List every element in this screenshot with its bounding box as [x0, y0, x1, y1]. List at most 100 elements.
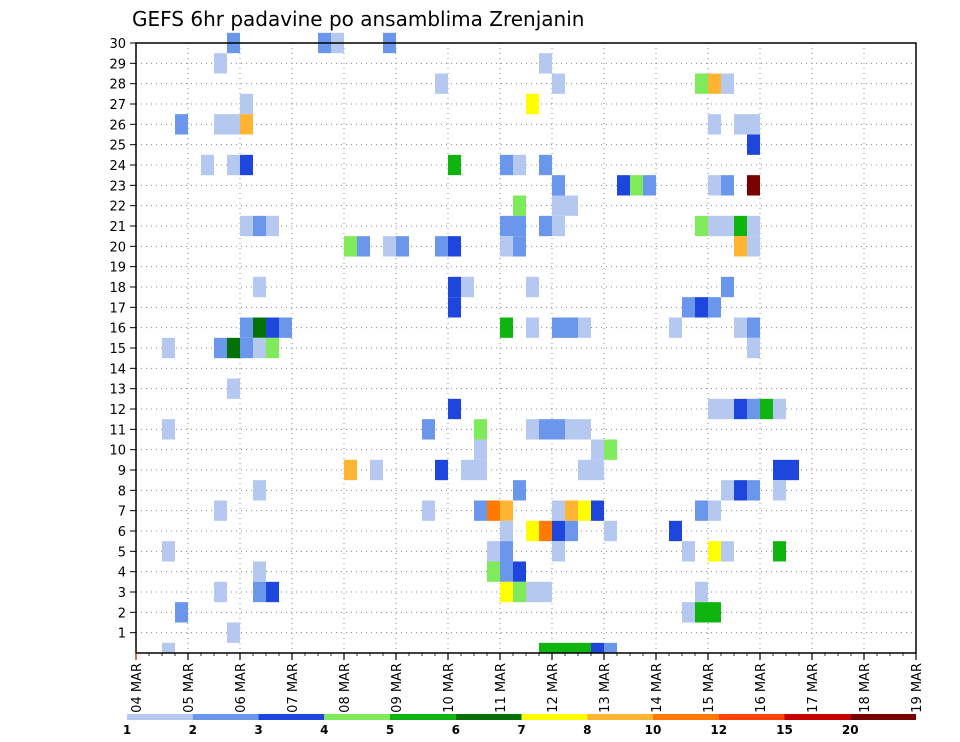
data-cell	[461, 459, 474, 481]
data-cell	[500, 581, 513, 603]
y-tick-label: 5	[118, 545, 126, 560]
y-tick-label: 23	[109, 179, 126, 194]
data-cell	[708, 602, 721, 623]
data-cell	[552, 520, 565, 542]
data-cell	[565, 520, 578, 542]
legend-label: 12	[710, 723, 727, 737]
data-cell	[552, 500, 565, 521]
y-tick-label: 20	[109, 240, 126, 255]
data-cell	[747, 114, 760, 135]
y-tick-label: 8	[118, 484, 126, 499]
legend-label: 20	[842, 723, 859, 737]
data-cell	[500, 520, 513, 542]
color-legend: 1 2 3 4 5 6 7 8 10 12 15 20	[123, 714, 916, 737]
data-cell	[617, 175, 630, 196]
data-cell	[266, 337, 279, 359]
data-cell	[357, 236, 370, 257]
data-cell	[253, 561, 266, 582]
x-tick-label: 05 MAR	[182, 663, 197, 713]
data-cell	[448, 398, 461, 420]
x-tick-label: 04 MAR	[130, 663, 145, 713]
data-cell	[162, 419, 175, 440]
data-cell	[747, 175, 760, 196]
y-tick-label: 28	[109, 78, 126, 93]
x-tick-label: 08 MAR	[338, 663, 353, 713]
data-cell	[500, 561, 513, 582]
x-tick-label: 17 MAR	[806, 663, 821, 713]
y-tick-label: 22	[109, 200, 126, 215]
data-cell	[695, 500, 708, 521]
data-cell	[240, 337, 253, 359]
data-cell	[578, 500, 591, 521]
data-cell	[175, 114, 188, 135]
y-tick-label: 25	[109, 139, 126, 154]
data-cell	[721, 215, 734, 237]
data-cell	[422, 419, 435, 440]
data-cell	[526, 520, 539, 542]
data-cell	[591, 459, 604, 481]
legend-label: 7	[517, 723, 525, 737]
data-cell	[461, 276, 474, 298]
data-cell	[565, 195, 578, 216]
legend-swatch	[521, 714, 588, 720]
data-cell	[578, 419, 591, 440]
data-cell	[474, 419, 487, 440]
data-cell	[253, 276, 266, 298]
y-tick-label: 3	[118, 586, 126, 601]
data-cell	[773, 480, 786, 501]
data-cell	[370, 459, 383, 481]
legend-label: 1	[123, 723, 131, 737]
legend-swatch	[258, 714, 325, 720]
x-tick-label: 16 MAR	[754, 663, 769, 713]
x-tick-label: 15 MAR	[702, 663, 717, 713]
data-cell	[747, 215, 760, 237]
y-axis-ticks: 1234567891011121314151617181920212223242…	[109, 37, 136, 642]
data-cell	[487, 561, 500, 582]
x-tick-label: 13 MAR	[598, 663, 613, 713]
data-cell	[552, 419, 565, 440]
data-cell	[552, 541, 565, 562]
data-cell	[747, 317, 760, 338]
data-cell	[227, 154, 240, 176]
y-tick-label: 27	[109, 98, 126, 113]
data-cell	[513, 195, 526, 216]
data-cell	[695, 73, 708, 94]
y-tick-label: 15	[109, 342, 126, 357]
data-cell	[214, 500, 227, 521]
data-cell	[734, 398, 747, 420]
data-cell	[526, 93, 539, 115]
data-cell	[175, 602, 188, 623]
data-cell	[708, 541, 721, 562]
data-cell	[643, 175, 656, 196]
data-cell	[552, 317, 565, 338]
data-cell	[214, 53, 227, 74]
data-cell	[513, 561, 526, 582]
data-cell	[604, 520, 617, 542]
data-cell	[513, 236, 526, 257]
data-cell	[669, 317, 682, 338]
data-cell	[708, 114, 721, 135]
data-cell	[539, 154, 552, 176]
legend-swatch	[653, 714, 719, 720]
data-cell	[500, 154, 513, 176]
data-cell	[500, 236, 513, 257]
x-tick-label: 07 MAR	[286, 663, 301, 713]
data-cell	[539, 642, 552, 653]
data-cell	[474, 439, 487, 460]
y-tick-label: 6	[118, 525, 126, 540]
y-tick-label: 24	[109, 159, 126, 174]
y-tick-label: 30	[109, 37, 126, 52]
x-tick-label: 12 MAR	[546, 663, 561, 713]
legend-label: 3	[254, 723, 262, 737]
legend-label: 6	[452, 723, 460, 737]
data-cell	[539, 215, 552, 237]
data-cell	[487, 541, 500, 562]
data-cell	[565, 317, 578, 338]
data-cell	[630, 175, 643, 196]
data-cell	[682, 297, 695, 318]
y-tick-label: 21	[109, 220, 126, 235]
data-cell	[565, 500, 578, 521]
data-cell	[201, 154, 214, 176]
data-cell	[448, 297, 461, 318]
